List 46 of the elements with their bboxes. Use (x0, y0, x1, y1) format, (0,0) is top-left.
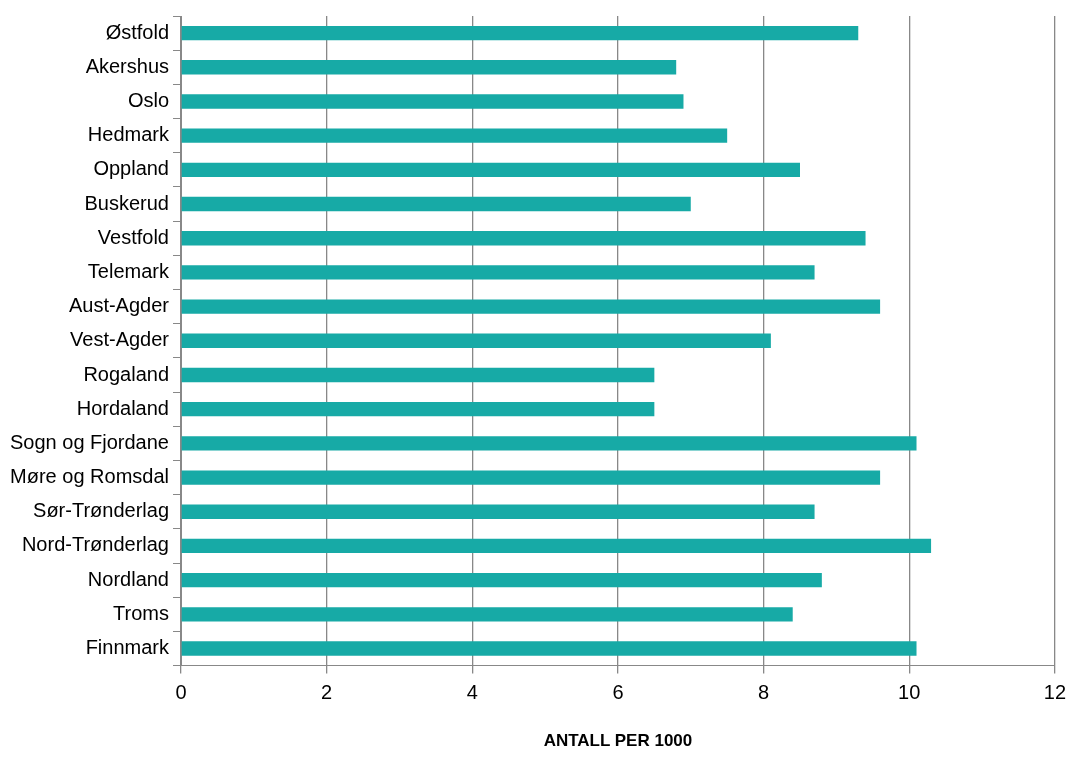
y-tick-label: Nordland (87, 567, 169, 590)
y-tick-label: Vestfold (97, 225, 169, 248)
y-tick-label: Østfold (105, 20, 169, 43)
y-tick-label: Troms (113, 601, 169, 624)
y-tick-label: Telemark (87, 259, 170, 282)
bar (181, 265, 815, 280)
bar (181, 367, 655, 383)
y-tick-label: Sør-Trønderlag (33, 499, 169, 522)
y-tick-label: Finnmark (85, 636, 170, 659)
x-tick-label: 6 (612, 681, 624, 704)
x-tick-label: 8 (758, 681, 770, 704)
x-axis-title: ANTALL PER 1000 (543, 731, 693, 751)
bar (181, 572, 822, 588)
bar (181, 607, 793, 622)
y-tick-label: Rogaland (83, 362, 169, 385)
y-tick-label: Aust-Agder (68, 294, 170, 317)
bar (181, 94, 684, 109)
bar (181, 60, 677, 75)
y-tick-label: Nord-Trønderlag (21, 533, 169, 556)
bar (181, 470, 881, 485)
y-tick-label: Oslo (127, 88, 169, 111)
y-tick-label: Hedmark (87, 123, 170, 146)
x-tick-label: 10 (898, 681, 921, 704)
y-tick-label: Buskerud (84, 191, 169, 214)
y-tick-label: Møre og Romsdal (10, 465, 169, 488)
y-tick-label: Oppland (93, 157, 169, 180)
bar (181, 538, 932, 554)
y-tick-label: Sogn og Fjordane (9, 430, 169, 453)
x-tick-label: 0 (175, 681, 187, 704)
bar (181, 128, 728, 143)
bar (181, 299, 881, 314)
x-tick-label: 12 (1043, 681, 1066, 704)
y-tick-label: Vest-Agder (70, 328, 170, 351)
bar (181, 162, 800, 178)
bar (181, 504, 815, 519)
bar (181, 402, 655, 417)
bar (181, 196, 691, 212)
bar (181, 641, 917, 656)
x-tick-label: 4 (466, 681, 478, 704)
bar (181, 231, 866, 246)
x-tick-label: 2 (321, 681, 333, 704)
bar (181, 436, 917, 451)
y-tick-label: Akershus (85, 54, 169, 77)
bar (181, 333, 771, 348)
y-tick-label: Hordaland (76, 396, 169, 419)
bar (181, 25, 859, 41)
